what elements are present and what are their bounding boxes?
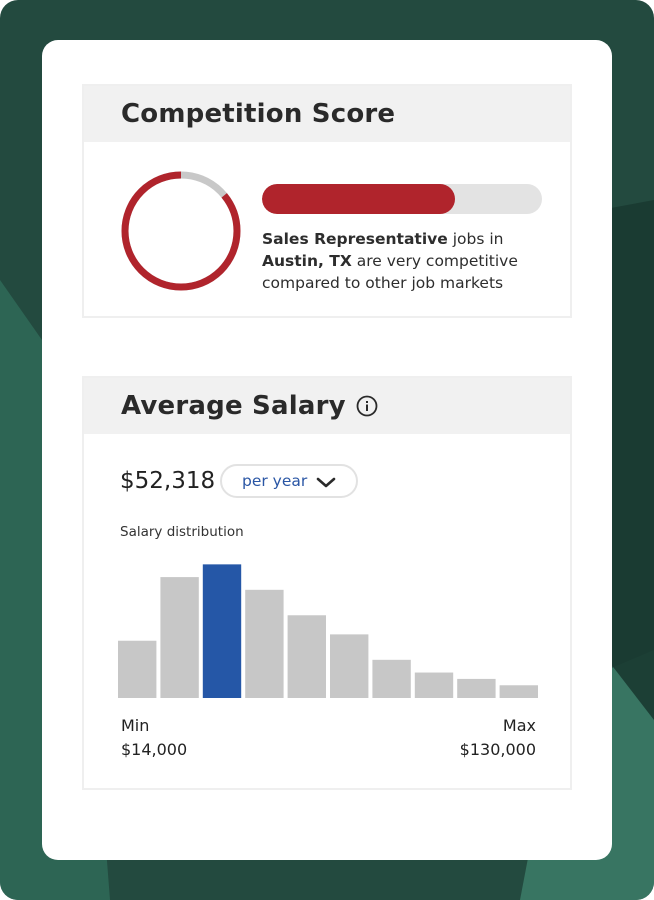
competition-bar-fill (262, 184, 456, 214)
competition-title: Competition Score (121, 99, 396, 129)
average-salary-panel: Average Salary $52,318 per year (82, 376, 572, 790)
max-label: Max (502, 716, 536, 735)
period-selected: per year (242, 472, 308, 490)
desc-part-2: are very competitive compared to other j… (262, 252, 518, 292)
competition-header: Competition Score (84, 86, 570, 142)
min-value: $14,000 (121, 740, 188, 759)
max-block: Max $130,000 (460, 714, 536, 762)
ring-fill (121, 171, 241, 291)
histogram-bar (245, 589, 284, 698)
histogram-bar (330, 634, 369, 698)
salary-amount: $52,318 (120, 468, 216, 494)
histogram-bar (160, 577, 199, 698)
max-value: $130,000 (459, 740, 536, 759)
distribution-label: Salary distribution (120, 524, 244, 540)
competition-score-panel: Competition Score Sales Representative j… (82, 84, 572, 318)
histogram-bar (457, 678, 496, 698)
histogram-bar-highlighted (202, 564, 242, 698)
job-title: Sales Representative (262, 230, 448, 248)
location: Austin, TX (262, 252, 352, 270)
histogram-bar (499, 685, 538, 698)
competition-description: Sales Representative jobs in Austin, TX … (262, 228, 542, 294)
histogram-bar (372, 659, 411, 698)
salary-title: Average Salary (121, 391, 346, 421)
period-dropdown[interactable]: per year (220, 464, 358, 498)
histogram-bar (287, 615, 326, 698)
competition-ring-chart (121, 171, 241, 291)
min-block: Min $14,000 (121, 714, 187, 762)
competition-bar (262, 184, 542, 214)
salary-histogram (118, 564, 538, 698)
info-circle-icon[interactable] (356, 395, 378, 417)
min-label: Min (121, 716, 150, 735)
chevron-down-icon (316, 475, 336, 493)
histogram-bar (414, 672, 454, 698)
main-card: Competition Score Sales Representative j… (42, 40, 612, 860)
desc-part-1: jobs in (447, 230, 504, 248)
histogram-bar (118, 640, 157, 698)
salary-header: Average Salary (84, 378, 570, 434)
